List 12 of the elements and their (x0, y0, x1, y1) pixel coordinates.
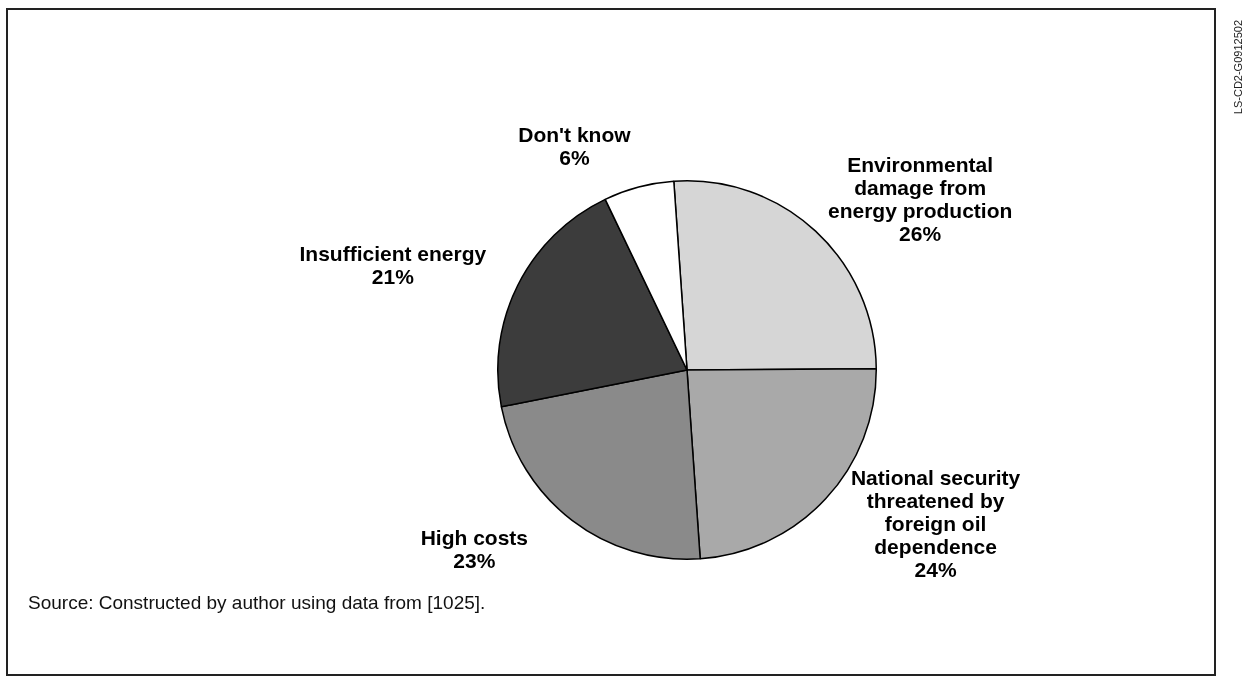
data-label: 21% (371, 264, 415, 288)
data-label: 26% (899, 222, 942, 246)
slice-label: National security threatened by foreign oil dependence (850, 465, 1021, 558)
data-label: 24% (914, 557, 957, 581)
source-note: Source: Constructed by author using data from [1025]. (28, 592, 487, 613)
data-label: 6% (559, 145, 590, 169)
slice-label: Insufficient energy (299, 241, 487, 265)
slice-label: High costs (420, 526, 529, 550)
text: LS-CD2-G0912502 (1232, 20, 1244, 115)
slice-label: Don't know (518, 122, 632, 146)
data-label: 23% (453, 549, 496, 573)
slice-label: Environmental damage from energy production (827, 153, 1013, 223)
